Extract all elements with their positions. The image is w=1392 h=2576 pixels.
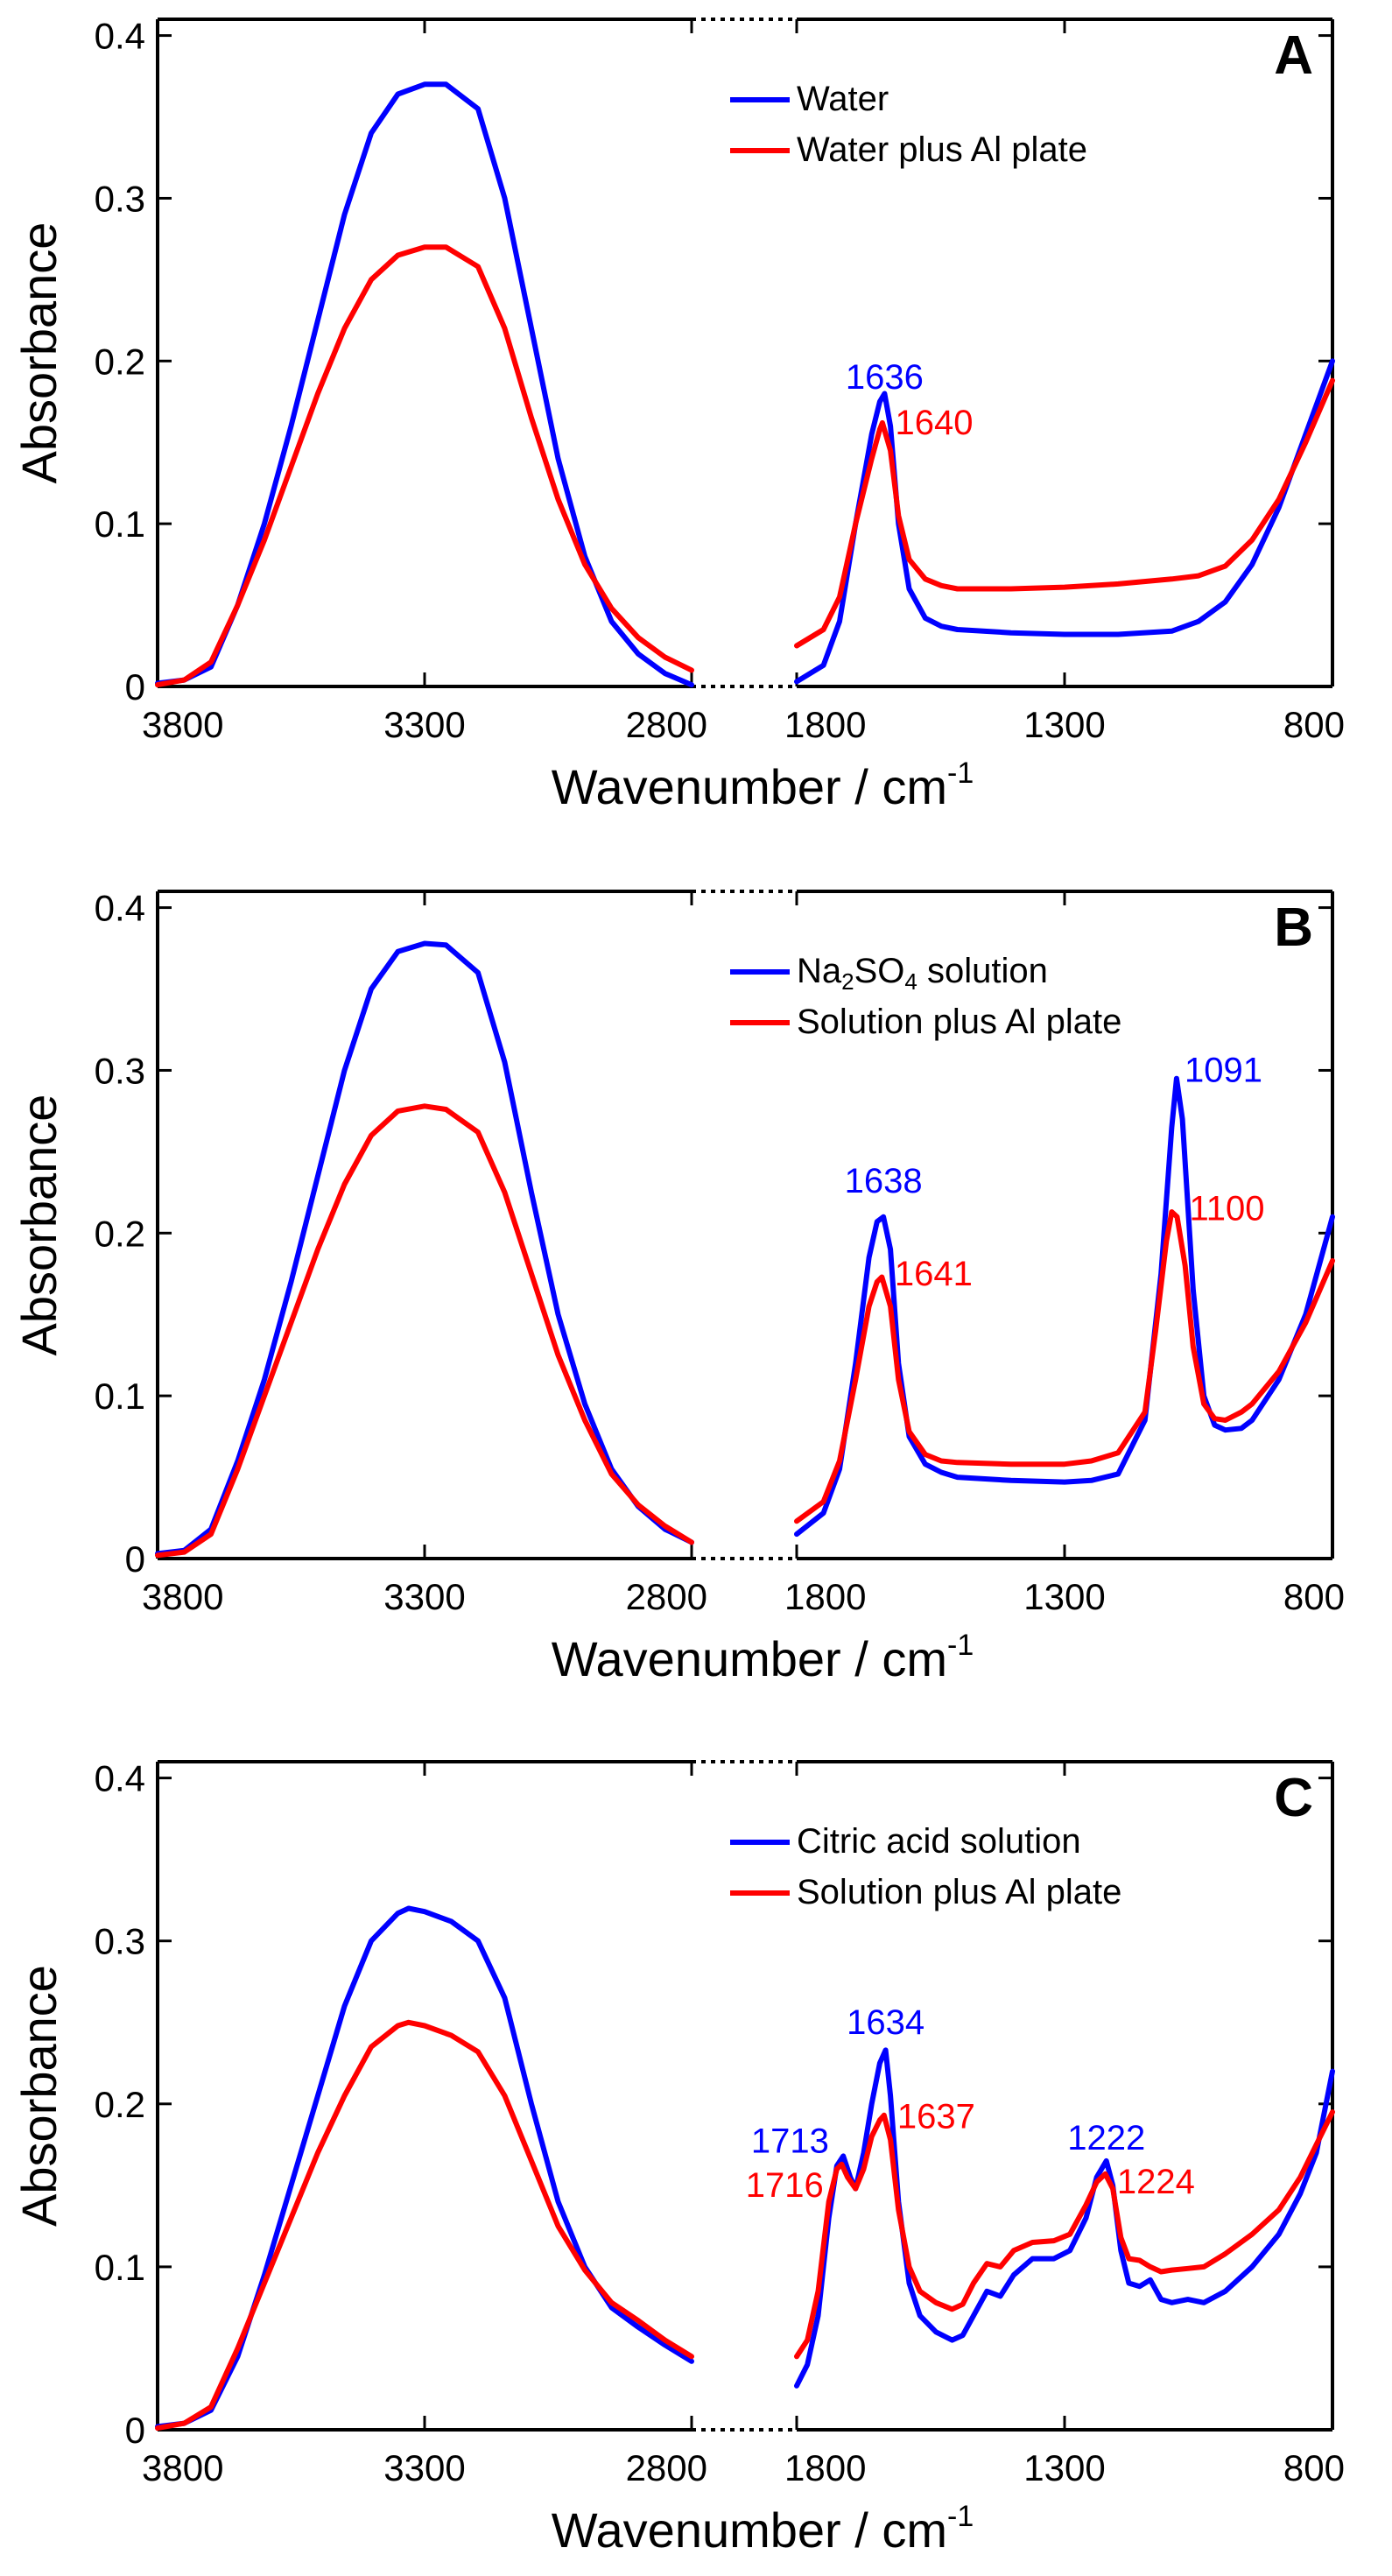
panel-c: 0 0.1 0.2 0.3 0.4 3800 3300 2800 1800 1300 800 Abso…	[11, 1758, 1345, 2558]
legend-text-part: SO	[854, 952, 905, 990]
x-tick-label: 1300	[1023, 704, 1105, 745]
legend-text-part: Citric acid solution	[797, 1822, 1081, 1861]
x-axis-title: Wavenumber / cm-1	[552, 757, 974, 814]
series-line-red-left	[155, 1103, 694, 1559]
y-tick-label: 0.4	[95, 888, 145, 929]
peak-label: 1634	[847, 2003, 924, 2042]
series-line-blue-left	[155, 81, 694, 688]
legend-text-part: Na	[797, 952, 842, 990]
legend-subscript: 4	[904, 968, 917, 995]
panel-letter: C	[1274, 1768, 1313, 1828]
y-tick-label: 0	[125, 1538, 145, 1580]
legend-entry: Solution plus Al plate	[797, 1873, 1121, 1911]
y-tick-label: 0.2	[95, 2084, 145, 2125]
y-axis-title: Absorbance	[11, 1094, 67, 1356]
y-tick-label: 0.1	[95, 503, 145, 545]
y-axis-title: Absorbance	[11, 222, 67, 484]
peak-label: 1091	[1185, 1051, 1262, 1089]
peak-label: 1638	[845, 1162, 923, 1200]
legend-text-part: Water plus Al plate	[797, 130, 1087, 169]
x-tick-label: 3300	[383, 704, 465, 745]
peak-label: 1637	[897, 2098, 975, 2136]
x-axis-title-superscript: -1	[947, 1629, 974, 1662]
peak-label: 1640	[895, 404, 973, 442]
peak-label: 1224	[1117, 2163, 1195, 2201]
y-axis-title: Absorbance	[11, 1965, 67, 2227]
peak-label: 1100	[1189, 1189, 1264, 1228]
legend-text-part: solution	[917, 952, 1048, 990]
panel-letter: A	[1274, 25, 1313, 86]
y-tick-label: 0	[125, 666, 145, 707]
legend-text-part: Water	[797, 80, 889, 118]
y-tick-label: 0.3	[95, 1050, 145, 1091]
peak-label: 1222	[1067, 2119, 1145, 2157]
y-tick-label: 0.3	[95, 1921, 145, 1962]
x-tick-label: 3300	[383, 2447, 465, 2488]
peak-label: 1713	[751, 2122, 829, 2161]
series-line-blue-right	[794, 2047, 1335, 2389]
x-axis-title: Wavenumber / cm-1	[552, 2500, 974, 2558]
series-line-red-right	[794, 377, 1335, 649]
x-tick-label: 1800	[784, 704, 866, 745]
x-axis-title-superscript: -1	[947, 757, 974, 790]
y-tick-label: 0.2	[95, 1213, 145, 1254]
y-tick-label: 0.3	[95, 178, 145, 219]
series-line-red-left	[155, 244, 694, 688]
x-tick-label: 3800	[142, 1576, 223, 1617]
panel-letter: B	[1274, 897, 1313, 958]
x-tick-label: 1300	[1023, 1576, 1105, 1617]
x-tick-label: 3800	[142, 704, 223, 745]
legend-entry: Water	[797, 80, 889, 118]
series-line-blue-left	[155, 940, 694, 1557]
legend-entry: Citric acid solution	[797, 1822, 1081, 1861]
x-tick-label: 1800	[784, 1576, 866, 1617]
legend-subscript: 2	[841, 968, 854, 995]
y-tick-label: 0	[125, 2410, 145, 2451]
x-tick-label: 800	[1283, 2447, 1345, 2488]
x-tick-label: 800	[1283, 1576, 1345, 1617]
x-tick-label: 1300	[1023, 2447, 1105, 2488]
x-axis-title-superscript: -1	[947, 2500, 974, 2533]
x-tick-label: 800	[1283, 704, 1345, 745]
series-line-blue-right	[794, 1075, 1335, 1538]
legend-text-part: Solution plus Al plate	[797, 1003, 1121, 1041]
panel-a: 0 0.1 0.2 0.3 0.4 3800 3300 2800 1800 1300 800 Abso…	[11, 16, 1345, 814]
legend-entry: Na2SO4 solution	[797, 952, 1048, 995]
peak-label: 1641	[895, 1255, 973, 1293]
x-tick-label: 2800	[626, 704, 707, 745]
x-tick-label: 2800	[626, 2447, 707, 2488]
peak-label: 1636	[846, 358, 924, 397]
series-line-blue-right	[794, 358, 1335, 685]
y-tick-label: 0.1	[95, 2247, 145, 2288]
x-axis-title: Wavenumber / cm-1	[552, 1629, 974, 1686]
y-tick-label: 0.4	[95, 1758, 145, 1799]
legend-entry: Solution plus Al plate	[797, 1003, 1121, 1041]
x-tick-label: 3800	[142, 2447, 223, 2488]
peak-label: 1716	[746, 2166, 824, 2205]
series-line-red-left	[155, 2019, 694, 2432]
y-tick-label: 0.1	[95, 1376, 145, 1417]
legend-entry: Water plus Al plate	[797, 130, 1087, 169]
panel-b: 0 0.1 0.2 0.3 0.4 3800 3300 2800 1800 1300 800 Abso…	[11, 888, 1345, 1686]
series-line-red-right	[794, 2109, 1335, 2360]
x-tick-label: 1800	[784, 2447, 866, 2488]
x-tick-label: 2800	[626, 1576, 707, 1617]
legend-text-part: Solution plus Al plate	[797, 1873, 1121, 1911]
x-tick-label: 3300	[383, 1576, 465, 1617]
y-tick-label: 0.4	[95, 16, 145, 57]
y-tick-label: 0.2	[95, 341, 145, 382]
series-line-red-right	[794, 1209, 1335, 1524]
